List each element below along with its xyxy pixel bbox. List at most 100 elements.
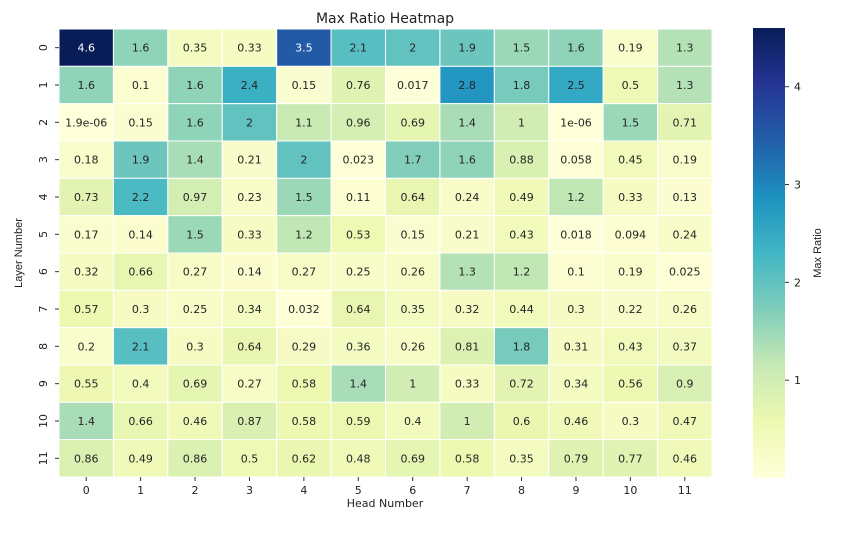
cell-rect [112,439,169,478]
heatmap-cell: 0.72 [493,364,550,403]
cell-value-label: 0.81 [455,340,480,353]
y-tick-label: 2 [37,119,50,126]
heatmap-cell: 0.46 [167,401,223,441]
cell-value-label: 1.4 [350,378,368,391]
heatmap-cell: 1.8 [493,327,550,366]
heatmap-cell: 1.6 [112,28,169,67]
cell-value-label: 0.19 [618,42,643,55]
heatmap-cell: 0.86 [167,439,223,478]
cell-rect [548,439,604,478]
cell-rect [439,364,495,403]
y-tick-label: 6 [37,268,50,275]
heatmap-cell: 0.17 [58,215,114,254]
heatmap-cell: 2.8 [439,65,495,105]
heatmap-cell: 0.094 [602,215,659,254]
heatmap-cell: 1.1 [276,103,332,142]
cell-rect [112,252,169,291]
heatmap-cell: 0.45 [602,140,659,179]
heatmap-cell: 1.5 [167,215,223,254]
cell-rect [548,28,604,67]
cell-rect [439,215,495,254]
heatmap-cell: 0.26 [385,327,441,366]
heatmap-cell: 0.14 [112,215,169,254]
cell-rect [548,215,604,254]
cell-value-label: 0.58 [455,452,480,465]
heatmap-cell: 0.15 [276,65,332,105]
cell-value-label: 0.23 [237,191,262,204]
cell-value-label: 1.4 [77,415,95,428]
cell-value-label: 0.48 [346,452,371,465]
cell-value-label: 0.87 [237,415,262,428]
heatmap-cell: 0.32 [58,252,114,291]
heatmap-cell: 0.27 [276,252,332,291]
cell-rect [330,65,387,105]
heatmap-cell: 2.1 [112,327,169,366]
cell-rect [221,65,278,105]
cell-value-label: 0.69 [400,452,425,465]
cell-value-label: 0.1 [567,266,585,279]
cell-rect [657,252,713,291]
y-tick-label: 9 [37,380,50,387]
cell-value-label: 0.62 [292,452,317,465]
heatmap-cell: 0.33 [602,177,659,217]
cell-rect [58,140,114,179]
cell-value-label: 0.97 [183,191,208,204]
cell-value-label: 0.43 [509,228,534,241]
cell-value-label: 0.33 [618,191,643,204]
heatmap-cell: 0.058 [548,140,604,179]
heatmap-cell: 0.18 [58,140,114,179]
heatmap-cell: 1.5 [602,103,659,142]
cell-value-label: 0.27 [183,266,208,279]
heatmap-cell: 0.13 [657,177,713,217]
heatmap-cell: 0.24 [439,177,495,217]
cell-rect [112,28,169,67]
cell-value-label: 0.35 [509,452,534,465]
cell-value-label: 0.017 [397,79,429,92]
cell-value-label: 0.24 [455,191,480,204]
heatmap-cell: 0.018 [548,215,604,254]
cell-value-label: 1.3 [676,79,694,92]
cell-value-label: 0.26 [400,266,425,279]
cell-rect [221,289,278,329]
cell-rect [439,401,495,441]
cell-rect [58,215,114,254]
x-tick-label: 10 [623,484,637,497]
cell-value-label: 2 [409,42,416,55]
cell-value-label: 0.22 [618,303,643,316]
heatmap-cell: 0.58 [276,401,332,441]
cell-value-label: 0.86 [183,452,208,465]
cell-rect [548,65,604,105]
cell-value-label: 0.27 [237,378,262,391]
cell-value-label: 0.36 [346,340,371,353]
x-tick-label: 5 [355,484,362,497]
cell-value-label: 0.058 [560,154,592,167]
cell-rect [385,289,441,329]
cell-rect [167,289,223,329]
cell-rect [112,177,169,217]
heatmap-cell: 0.25 [167,289,223,329]
heatmap-cell: 0.1 [548,252,604,291]
cell-value-label: 2 [246,116,253,129]
cell-rect [167,439,223,478]
heatmap-cell: 0.64 [385,177,441,217]
cell-rect [167,401,223,441]
colorbar-tick-label: 2 [794,276,801,289]
y-axis-label: Layer Number [13,218,25,288]
cell-rect [657,140,713,179]
heatmap-cells: 4.6 1.6 0.35 0.33 3.5 2.1 2 1.9 1.5 1.6 0.19 1.3 1.6… [58,28,713,478]
cell-rect [548,252,604,291]
cell-value-label: 0.11 [346,191,371,204]
cell-value-label: 0.53 [346,228,371,241]
cell-value-label: 0.023 [343,154,375,167]
cell-value-label: 0.64 [400,191,425,204]
heatmap-cell: 0.44 [493,289,550,329]
cell-value-label: 0.57 [74,303,99,316]
cell-rect [657,327,713,366]
cell-rect [657,65,713,105]
cell-value-label: 1.8 [513,340,531,353]
cell-rect [330,401,387,441]
cell-value-label: 0.19 [618,266,643,279]
cell-value-label: 1.6 [458,154,476,167]
cell-value-label: 0.14 [237,266,262,279]
cell-rect [221,327,278,366]
